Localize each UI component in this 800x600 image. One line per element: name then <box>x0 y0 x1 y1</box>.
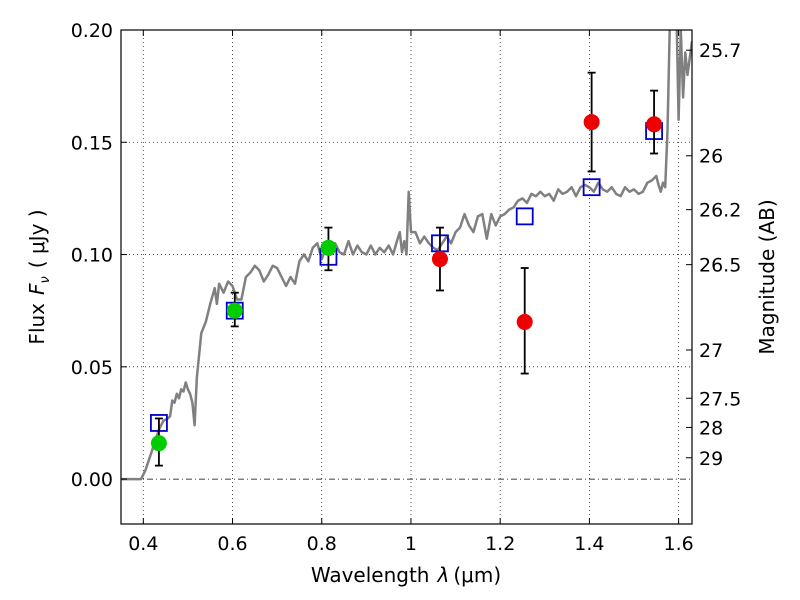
y-tick-label: 0.05 <box>71 357 113 379</box>
y-tick-label: 0.10 <box>71 245 113 267</box>
x-tick-label: 1.6 <box>664 533 694 555</box>
y-tick-label: 0.00 <box>71 469 113 491</box>
x-tick-label: 1.2 <box>485 533 515 555</box>
x-tick-label: 0.6 <box>217 533 247 555</box>
axis-ticks <box>121 29 692 524</box>
optical-data-point <box>150 435 167 452</box>
y-tick-labels: 0.00 0.05 0.10 0.15 0.20 <box>71 20 113 491</box>
magnitude-tick-label: 26 <box>699 146 723 168</box>
magnitude-tick-label: 26.2 <box>699 200 741 222</box>
x-tick-label: 0.4 <box>128 533 158 555</box>
right-axis-label: Magnitude (AB) <box>755 199 779 354</box>
x-tick-labels: 0.4 0.6 0.8 1 1.2 1.4 1.6 <box>128 533 694 555</box>
model-photometry-square <box>515 207 534 226</box>
nir-data-point <box>583 114 600 131</box>
y-axis-label: FluxFν( μJy ) <box>25 209 53 344</box>
y-tick-label: 0.20 <box>71 20 113 42</box>
y-tick-label: 0.15 <box>71 132 113 154</box>
optical-data-point <box>320 239 337 256</box>
magnitude-tick-labels: 25.7 26 26.2 26.5 27 27.5 28 29 <box>699 40 741 470</box>
magnitude-tick-label: 26.5 <box>699 255 741 277</box>
nir-data-point <box>516 313 533 330</box>
magnitude-tick-label: 28 <box>699 417 723 439</box>
x-tick-label: 1.4 <box>574 533 604 555</box>
plot-frame <box>120 29 693 525</box>
magnitude-tick-label: 29 <box>699 448 723 470</box>
x-axis-label: Wavelength λ (μm) <box>311 563 501 587</box>
optical-data-point <box>226 302 243 319</box>
model-photometry-square <box>582 178 601 197</box>
magnitude-tick-label: 25.7 <box>699 40 741 62</box>
x-tick-label: 0.8 <box>307 533 337 555</box>
x-tick-label: 1 <box>405 533 417 555</box>
magnitude-tick-label: 27 <box>699 340 723 362</box>
plot-area <box>121 30 692 481</box>
magnitude-tick-label: 27.5 <box>699 388 741 410</box>
model-spectrum-line <box>121 30 692 481</box>
nir-data-point <box>646 116 663 133</box>
nir-data-point <box>431 251 448 268</box>
